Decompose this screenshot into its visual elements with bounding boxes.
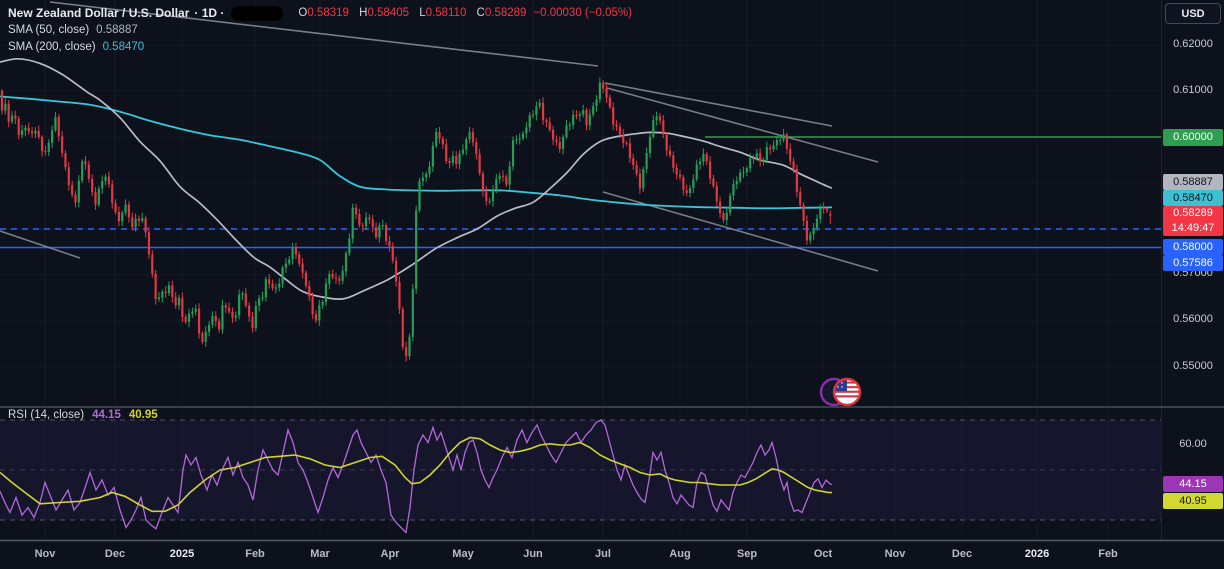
rsi-legend[interactable]: RSI (14, close) 44.15 40.95 [8,409,158,421]
price-tick: 0.55000 [1173,360,1213,372]
close-value: 0.58289 [484,7,527,19]
time-tick: Nov [34,548,56,560]
time-tick: 2025 [169,548,195,560]
time-tick: Jul [595,548,611,560]
price-badge: 0.58000 [1163,239,1223,255]
sma200-value: 0.58470 [102,41,145,53]
price-tick: 0.61000 [1173,84,1213,96]
sma50-line [0,57,833,300]
high-label: H [359,7,368,19]
currency-toggle-button[interactable]: USD [1165,3,1221,24]
sma200-row[interactable]: SMA (200, close) 0.58470 [8,39,632,55]
time-tick: Oct [813,548,833,560]
candles [0,77,832,362]
countdown-timer: 14:49:47 [1171,222,1215,234]
time-axis[interactable]: Nov Dec 2025 Feb Mar Apr May Jun Jul Aug Sep Oct Nov… [0,541,1224,569]
time-tick: Apr [380,548,400,560]
price-badge: 0.58289 14:49:47 [1163,206,1223,236]
time-tick: Feb [1098,548,1118,560]
rsi-ma-line [0,436,833,513]
high-value: 0.58405 [367,7,410,19]
symbol-title: New Zealand Dollar / U.S. Dollar [8,6,190,20]
rsi-tick: 60.00 [1179,438,1207,450]
price-badge: 0.60000 [1163,128,1223,146]
sma50-value: 0.58887 [96,24,138,36]
rsi-badge: 40.95 [1163,493,1223,509]
sma50-row[interactable]: SMA (50, close) 0.58887 [8,22,632,38]
sma200-line [0,95,833,210]
price-badge: 0.58470 [1163,190,1223,206]
time-tick: Mar [310,548,330,560]
close-label: C [476,7,485,19]
price-tick: 0.62000 [1173,38,1213,50]
time-tick: Sep [736,548,758,560]
time-tick: May [452,548,474,560]
rsi-ma-value: 40.95 [128,409,158,421]
low-value: 0.58110 [425,7,467,19]
currency-pair-logo [819,377,862,407]
price-badge: 0.58887 [1163,174,1223,190]
time-tick: Dec [104,548,126,560]
timeframe-label[interactable]: · 1D · [194,6,225,20]
time-tick: Feb [245,548,265,560]
time-tick: Nov [884,548,906,560]
redacted-exchange-label [231,5,284,21]
rsi-pane [0,419,1161,534]
ohlc-values: O0.58319 H0.58405 L0.58110 C0.58289 [291,7,526,19]
open-value: 0.58319 [307,7,349,19]
time-tick: Aug [669,548,691,560]
open-label: O [298,7,308,19]
price-pane [0,1,1161,362]
time-tick: Jun [523,548,543,560]
chart-legend: New Zealand Dollar / U.S. Dollar · 1D · … [8,5,632,56]
sma200-label: SMA (200, close) [8,41,96,53]
change-value: −0.00030 (−0.05%) [533,7,632,19]
sma50-label: SMA (50, close) [8,24,90,36]
price-badge: 0.57586 [1163,255,1223,271]
price-axis[interactable]: 0.62000 0.61000 0.57000 0.56000 0.55000 0.600… [1162,0,1224,540]
rsi-label: RSI (14, close) [8,409,85,421]
time-tick: 2026 [1024,548,1050,560]
low-label: L [419,7,426,19]
rsi-badge: 44.15 [1163,476,1223,492]
rsi-line [0,419,833,534]
symbol-row: New Zealand Dollar / U.S. Dollar · 1D · … [8,5,632,21]
time-tick: Dec [951,548,973,560]
rsi-value: 44.15 [92,409,121,421]
price-tick: 0.56000 [1173,313,1213,325]
